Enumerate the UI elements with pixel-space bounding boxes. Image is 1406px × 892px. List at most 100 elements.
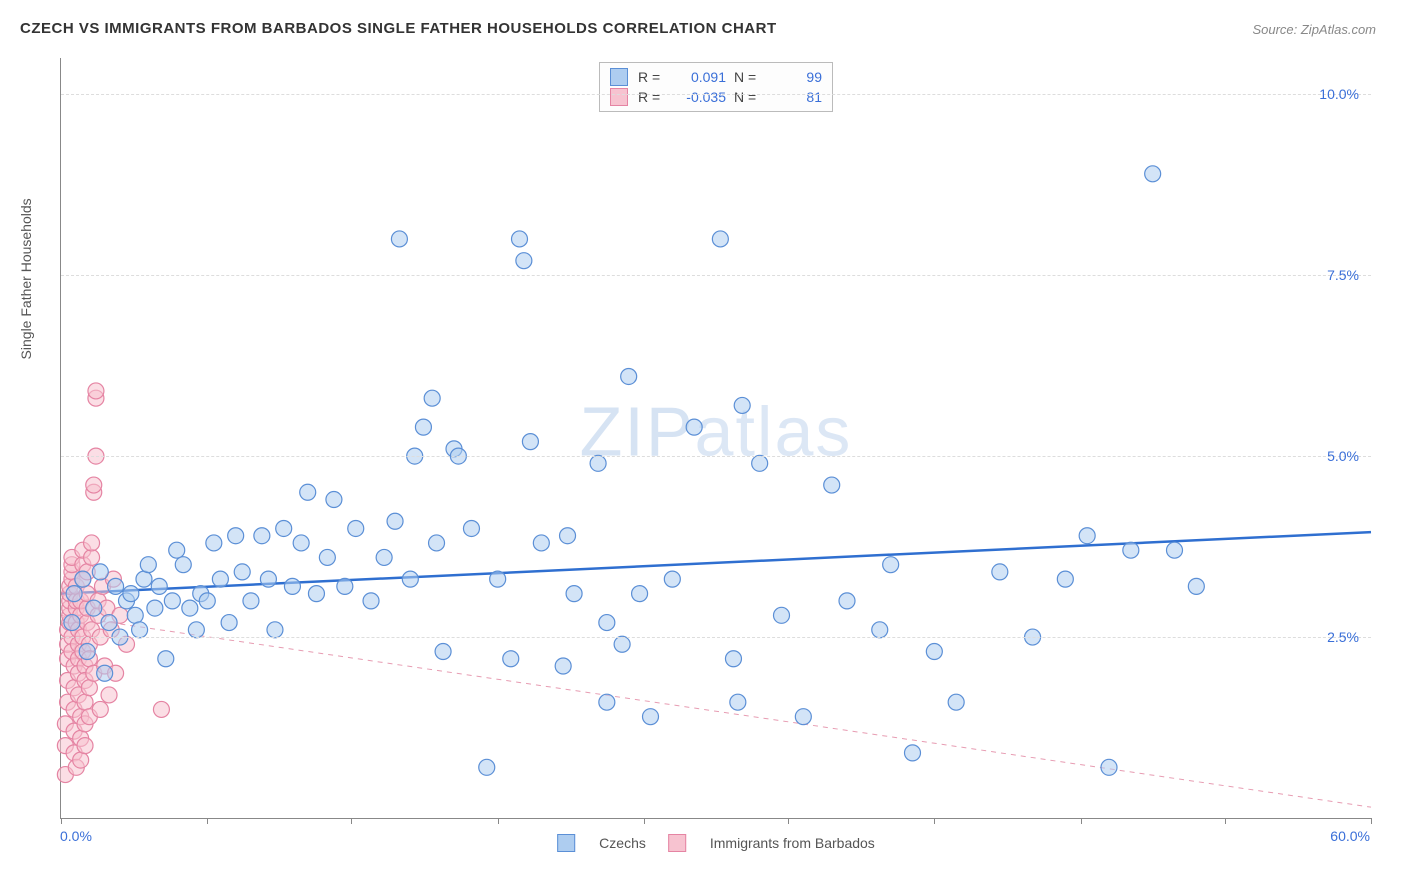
- x-tick: [1225, 818, 1226, 824]
- scatter-point: [77, 694, 93, 710]
- x-tick: [1081, 818, 1082, 824]
- scatter-point: [926, 644, 942, 660]
- legend-row-czechs: R = 0.091 N = 99: [610, 67, 822, 87]
- scatter-point: [153, 701, 169, 717]
- scatter-point: [199, 593, 215, 609]
- gridline: [61, 456, 1371, 457]
- y-tick-label: 2.5%: [1327, 629, 1359, 645]
- scatter-point: [66, 586, 82, 602]
- scatter-point: [164, 593, 180, 609]
- scatter-point: [402, 571, 418, 587]
- plot-area: ZIPatlas R = 0.091 N = 99 R = -0.035 N =…: [60, 58, 1371, 819]
- source-attribution: Source: ZipAtlas.com: [1252, 22, 1376, 37]
- scatter-point: [752, 455, 768, 471]
- scatter-point: [560, 528, 576, 544]
- x-axis-min-label: 0.0%: [60, 828, 92, 844]
- x-tick: [644, 818, 645, 824]
- scatter-point: [774, 607, 790, 623]
- scatter-point: [132, 622, 148, 638]
- scatter-point: [182, 600, 198, 616]
- scatter-point: [555, 658, 571, 674]
- x-tick: [934, 818, 935, 824]
- scatter-point: [734, 397, 750, 413]
- scatter-point: [795, 709, 811, 725]
- scatter-point: [326, 492, 342, 508]
- scatter-point: [632, 586, 648, 602]
- scatter-point: [337, 578, 353, 594]
- scatter-point: [522, 434, 538, 450]
- scatter-point: [86, 600, 102, 616]
- scatter-point: [81, 680, 97, 696]
- scatter-point: [234, 564, 250, 580]
- scatter-point: [614, 636, 630, 652]
- scatter-point: [391, 231, 407, 247]
- scatter-point: [308, 586, 324, 602]
- scatter-point: [429, 535, 445, 551]
- x-tick: [61, 818, 62, 824]
- scatter-point: [254, 528, 270, 544]
- correlation-legend: R = 0.091 N = 99 R = -0.035 N = 81: [599, 62, 833, 112]
- scatter-point: [123, 586, 139, 602]
- scatter-point: [516, 253, 532, 269]
- scatter-point: [97, 665, 113, 681]
- scatter-point: [503, 651, 519, 667]
- scatter-point: [948, 694, 964, 710]
- legend-n-value-czechs: 99: [770, 69, 822, 85]
- x-tick: [498, 818, 499, 824]
- gridline: [61, 275, 1371, 276]
- scatter-point: [599, 615, 615, 631]
- scatter-point: [221, 615, 237, 631]
- legend-r-value-czechs: 0.091: [674, 69, 726, 85]
- legend-n-label: N =: [734, 89, 762, 105]
- scatter-point: [158, 651, 174, 667]
- scatter-point: [127, 607, 143, 623]
- legend-label-czechs: Czechs: [599, 835, 646, 851]
- scatter-point: [621, 368, 637, 384]
- scatter-point: [479, 759, 495, 775]
- scatter-point: [872, 622, 888, 638]
- scatter-point: [1057, 571, 1073, 587]
- scatter-point: [92, 701, 108, 717]
- scatter-point: [1145, 166, 1161, 182]
- scatter-point: [228, 528, 244, 544]
- scatter-point: [363, 593, 379, 609]
- scatter-point: [599, 694, 615, 710]
- scatter-point: [151, 578, 167, 594]
- scatter-point: [175, 557, 191, 573]
- legend-r-label: R =: [638, 89, 666, 105]
- scatter-point: [387, 513, 403, 529]
- y-tick-label: 5.0%: [1327, 448, 1359, 464]
- swatch-blue-icon: [610, 68, 628, 86]
- legend-label-barbados: Immigrants from Barbados: [710, 835, 875, 851]
- scatter-point: [435, 644, 451, 660]
- y-tick-label: 7.5%: [1327, 267, 1359, 283]
- scatter-point: [212, 571, 228, 587]
- scatter-point: [267, 622, 283, 638]
- scatter-point: [140, 557, 156, 573]
- x-tick: [351, 818, 352, 824]
- swatch-blue-icon: [557, 834, 575, 852]
- gridline: [61, 637, 1371, 638]
- scatter-point: [533, 535, 549, 551]
- chart-svg-points: [61, 58, 1371, 818]
- legend-r-label: R =: [638, 69, 666, 85]
- scatter-point: [75, 571, 91, 587]
- scatter-point: [905, 745, 921, 761]
- scatter-point: [712, 231, 728, 247]
- legend-n-value-barbados: 81: [770, 89, 822, 105]
- scatter-point: [147, 600, 163, 616]
- series-legend: Czechs Immigrants from Barbados: [557, 834, 875, 852]
- scatter-point: [300, 484, 316, 500]
- gridline: [61, 94, 1371, 95]
- scatter-point: [566, 586, 582, 602]
- scatter-point: [86, 477, 102, 493]
- legend-r-value-barbados: -0.035: [674, 89, 726, 105]
- scatter-point: [415, 419, 431, 435]
- scatter-point: [79, 644, 95, 660]
- swatch-pink-icon: [610, 88, 628, 106]
- scatter-point: [169, 542, 185, 558]
- scatter-point: [512, 231, 528, 247]
- x-axis-max-label: 60.0%: [1330, 828, 1370, 844]
- scatter-point: [260, 571, 276, 587]
- scatter-point: [101, 615, 117, 631]
